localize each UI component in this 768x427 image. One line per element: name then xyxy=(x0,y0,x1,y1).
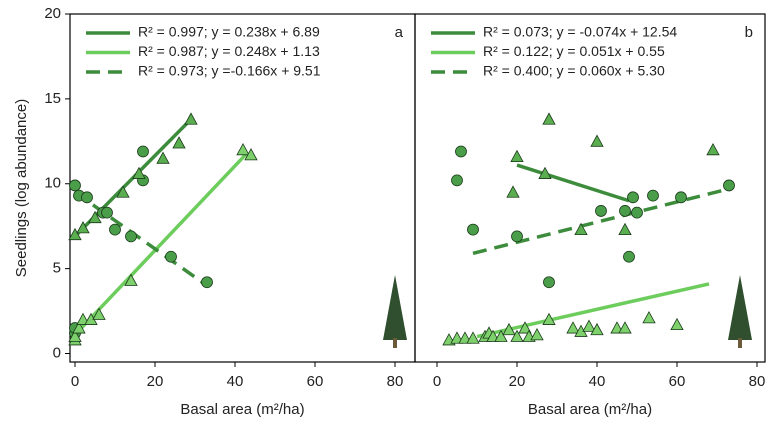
x-tick-label: 0 xyxy=(433,373,441,390)
y-tick-label: 10 xyxy=(44,175,61,192)
point-triangle xyxy=(506,185,520,198)
legend-label: R² = 0.987; y = 0.248x + 1.13 xyxy=(138,43,320,59)
point-triangle xyxy=(494,329,508,342)
plot-frame xyxy=(414,13,766,363)
point-triangle xyxy=(486,329,500,342)
point-triangle xyxy=(618,222,632,235)
point-triangle xyxy=(582,319,596,332)
point-triangle xyxy=(116,185,130,198)
point-circle xyxy=(201,276,213,289)
x-tick-label: 40 xyxy=(589,373,606,390)
point-triangle xyxy=(236,142,250,156)
y-tick-label: 0 xyxy=(53,344,61,361)
legend-label: R² = 0.400; y = 0.060x + 5.30 xyxy=(483,63,665,79)
point-triangle xyxy=(542,112,556,125)
fit-line xyxy=(476,282,710,339)
panel-label: b xyxy=(745,24,753,41)
point-circle xyxy=(631,206,643,219)
point-triangle xyxy=(458,331,472,344)
point-circle xyxy=(109,223,121,236)
point-circle xyxy=(455,145,467,158)
point-triangle xyxy=(706,142,720,156)
point-triangle xyxy=(590,322,604,336)
y-tick-label: 5 xyxy=(53,260,61,277)
point-triangle xyxy=(502,322,516,336)
point-triangle xyxy=(590,134,604,147)
y-axis-label: Seedlings (log abundance) xyxy=(13,99,30,277)
point-triangle xyxy=(68,329,82,342)
point-circle xyxy=(511,230,523,243)
x-tick-label: 40 xyxy=(227,373,244,390)
x-tick-label: 80 xyxy=(749,373,766,390)
point-triangle xyxy=(132,166,146,179)
point-triangle xyxy=(450,331,464,344)
fit-line xyxy=(73,190,209,288)
point-circle xyxy=(723,179,735,192)
point-circle xyxy=(675,191,687,204)
point-circle xyxy=(69,179,81,192)
x-tick-label: 60 xyxy=(307,373,324,390)
point-triangle xyxy=(124,273,138,286)
x-axis-label: Basal area (m²/ha) xyxy=(180,401,304,418)
point-circle xyxy=(165,250,177,263)
fit-line xyxy=(516,163,630,203)
point-circle xyxy=(467,223,479,236)
point-circle xyxy=(619,205,631,217)
point-triangle xyxy=(156,151,170,164)
panel-label: a xyxy=(395,24,404,41)
tree-icon xyxy=(728,275,752,348)
x-tick-label: 20 xyxy=(147,373,164,390)
point-triangle xyxy=(92,307,106,320)
legend-label: R² = 0.122; y = 0.051x + 0.55 xyxy=(483,43,665,59)
point-circle xyxy=(81,191,93,204)
point-circle xyxy=(125,230,137,243)
point-triangle xyxy=(518,321,532,334)
point-triangle xyxy=(510,329,524,342)
x-axis-label: Basal area (m²/ha) xyxy=(528,401,652,418)
point-triangle xyxy=(542,312,556,325)
point-circle xyxy=(451,174,463,187)
legend-label: R² = 0.973; y =-0.166x + 9.51 xyxy=(138,63,321,79)
point-triangle xyxy=(172,136,186,149)
point-triangle xyxy=(244,148,258,161)
tree-icon xyxy=(383,275,407,348)
point-triangle xyxy=(88,210,102,224)
point-circle xyxy=(627,191,639,204)
point-triangle xyxy=(76,221,90,234)
point-triangle xyxy=(618,321,632,334)
x-tick-label: 80 xyxy=(387,373,404,390)
point-triangle xyxy=(466,331,480,344)
point-triangle xyxy=(610,321,624,334)
point-triangle xyxy=(76,312,90,325)
point-triangle xyxy=(184,112,198,125)
point-triangle xyxy=(574,222,588,235)
point-circle xyxy=(623,250,635,263)
point-triangle xyxy=(538,166,552,179)
legend-label: R² = 0.997; y = 0.238x + 6.89 xyxy=(138,24,320,40)
point-circle xyxy=(101,206,113,219)
point-triangle xyxy=(670,317,684,331)
point-circle xyxy=(543,276,555,289)
x-tick-label: 20 xyxy=(509,373,526,390)
point-triangle xyxy=(642,311,656,324)
fit-line xyxy=(73,151,249,337)
y-tick-label: 15 xyxy=(44,90,61,107)
point-triangle xyxy=(72,321,86,334)
point-circle xyxy=(595,205,607,217)
point-circle xyxy=(137,145,149,158)
point-circle xyxy=(647,189,659,202)
point-triangle xyxy=(530,328,544,341)
point-triangle xyxy=(566,321,580,334)
x-tick-label: 0 xyxy=(71,373,79,390)
y-tick-label: 20 xyxy=(44,5,61,22)
point-triangle xyxy=(510,149,524,162)
x-tick-label: 60 xyxy=(669,373,686,390)
point-triangle xyxy=(68,227,82,241)
legend-label: R² = 0.073; y = -0.074x + 12.54 xyxy=(483,24,677,40)
